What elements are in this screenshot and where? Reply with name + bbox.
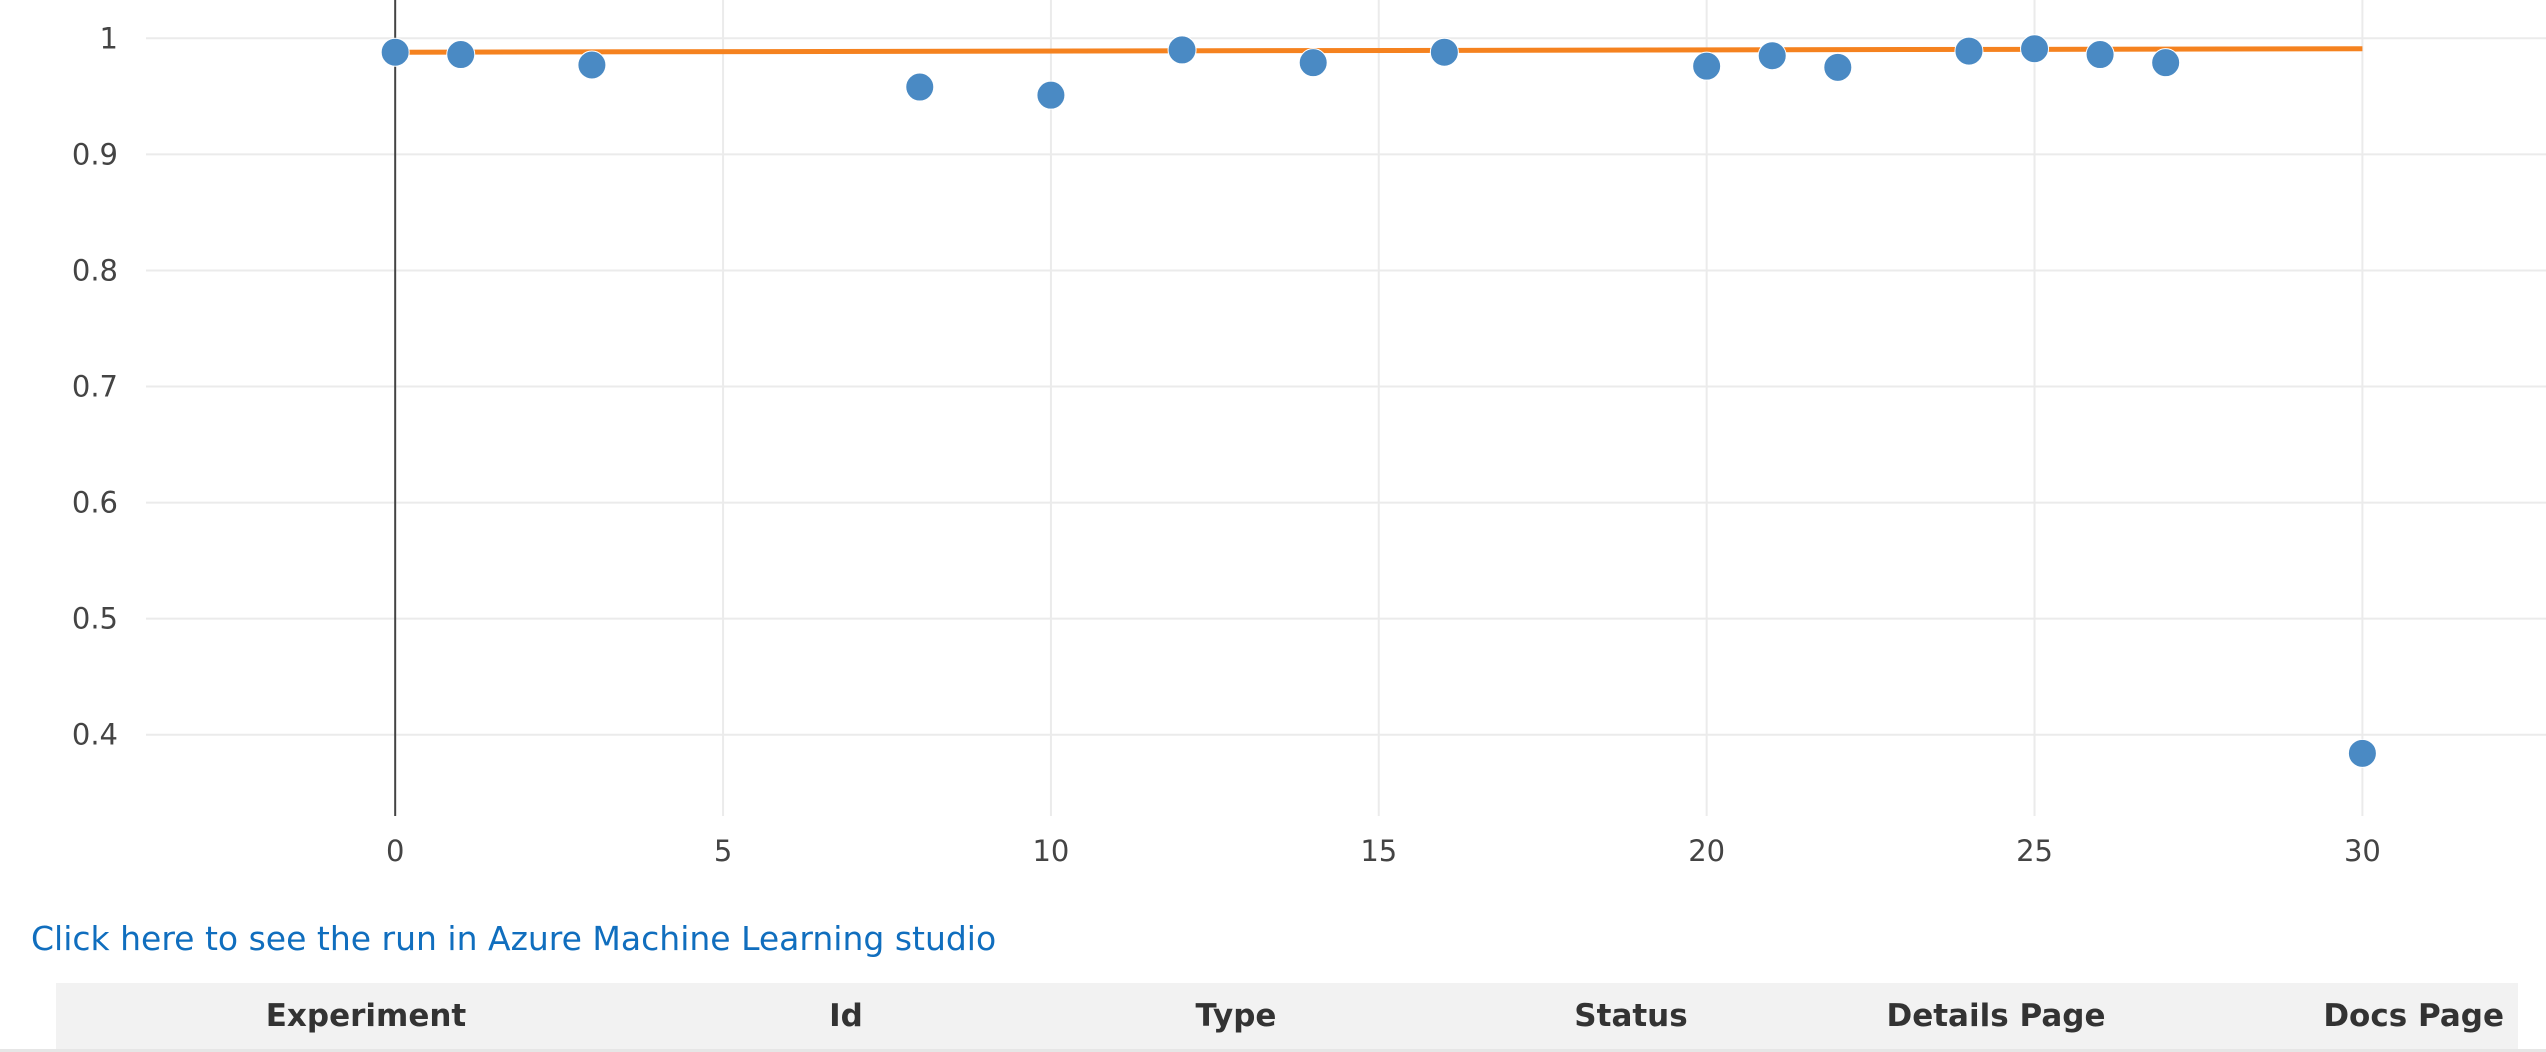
x-tick-label: 20 — [1688, 834, 1725, 868]
grid-layer — [146, 0, 2546, 816]
chart-svg: 0.40.50.60.70.80.910 5 10 15 20 25 30 — [72, 0, 2546, 868]
table-header-row: Experiment Id Type Status Details Page D… — [56, 983, 2518, 1049]
column-header-type: Type — [1195, 998, 1277, 1034]
data-point — [2085, 40, 2115, 70]
trend-line — [395, 46, 2363, 55]
data-point — [1429, 37, 1459, 67]
data-point — [2347, 738, 2377, 768]
y-tick-label: 1 — [100, 21, 118, 55]
column-header-docs-page: Docs Page — [2323, 998, 2504, 1034]
data-point — [1757, 41, 1787, 71]
data-point — [1036, 80, 1066, 110]
x-tick-label: 25 — [2016, 834, 2053, 868]
data-point — [577, 50, 607, 80]
y-tick-label: 0.6 — [72, 486, 118, 520]
trend-line-layer — [395, 46, 2363, 55]
data-point — [1298, 48, 1328, 78]
marker-layer — [380, 34, 2377, 768]
y-tick-label: 0.9 — [72, 137, 118, 171]
column-header-id: Id — [829, 998, 863, 1034]
column-header-status: Status — [1574, 998, 1688, 1034]
column-header-experiment: Experiment — [265, 998, 467, 1034]
x-tick-label: 5 — [714, 834, 732, 868]
runs-table: Experiment Id Type Status Details Page D… — [56, 983, 2518, 1049]
data-point — [2151, 48, 2181, 78]
y-tick-label: 0.4 — [72, 718, 118, 752]
data-point — [1692, 51, 1722, 81]
column-header-details-page: Details Page — [1886, 998, 2106, 1034]
x-tick-label: 15 — [1360, 834, 1397, 868]
data-point — [446, 40, 476, 70]
data-point — [905, 72, 935, 102]
scatter-chart: 0.4 0.5 0.6 0.7 0.8 0.9 1 0 5 10 15 20 25 30 — [72, 0, 2546, 868]
page-bottom-edge — [0, 1049, 2546, 1052]
y-tick-label: 0.5 — [72, 602, 118, 636]
data-point — [2020, 34, 2050, 64]
x-tick-label: 0 — [386, 834, 404, 868]
data-point — [380, 37, 410, 67]
data-point — [1167, 35, 1197, 65]
data-point — [1823, 52, 1853, 82]
y-tick-label: 0.8 — [72, 253, 118, 287]
x-tick-label: 30 — [2344, 834, 2381, 868]
data-point — [1954, 36, 1984, 66]
azure-studio-link[interactable]: Click here to see the run in Azure Machi… — [31, 919, 997, 958]
x-tick-label: 10 — [1032, 834, 1069, 868]
tick-label-layer: 0.40.50.60.70.80.910 5 10 15 20 25 30 — [72, 21, 2381, 868]
y-tick-label: 0.7 — [72, 370, 118, 404]
